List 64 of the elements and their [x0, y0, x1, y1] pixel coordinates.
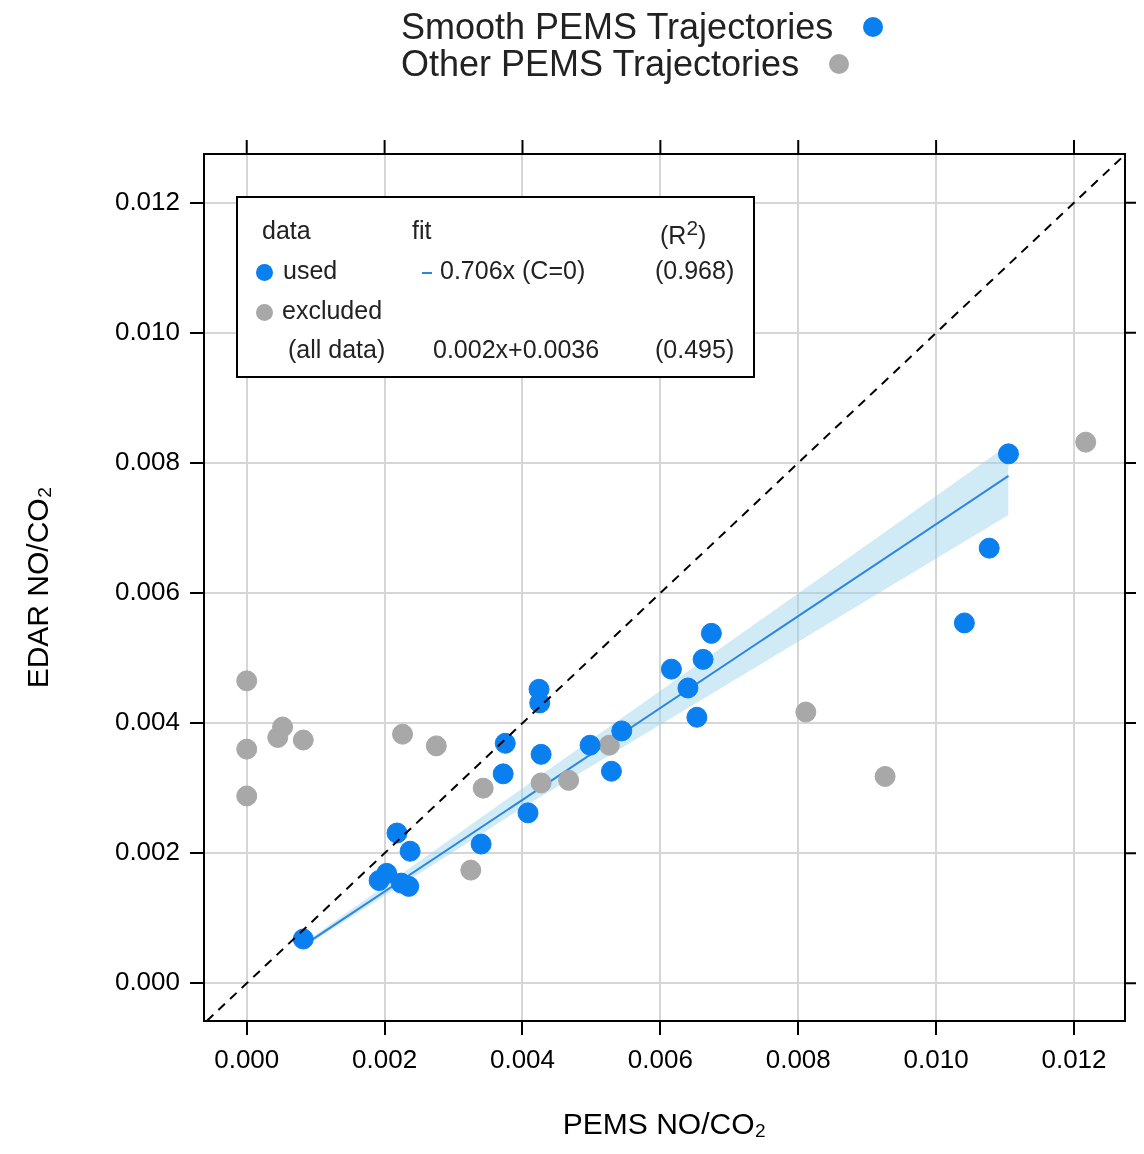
annotation: 0.002x+0.0036: [433, 335, 600, 364]
annotation: (0.495): [655, 335, 735, 364]
point: [978, 537, 1000, 559]
y-tick-label: 0.004: [114, 706, 180, 737]
point: [236, 738, 258, 760]
point: [399, 840, 421, 862]
y-tick-label: 0.006: [114, 576, 180, 607]
y-axis-title: EDAR NO/CO₂: [21, 486, 55, 689]
point: [472, 777, 494, 799]
point: [795, 701, 817, 723]
x-tick-label: 0.010: [903, 1043, 969, 1074]
y-tick-label: 0.010: [114, 316, 180, 347]
point: [517, 802, 539, 824]
point: [386, 822, 408, 844]
x-tick-label: 0.012: [1041, 1043, 1107, 1074]
point: [600, 760, 622, 782]
point: [558, 769, 580, 791]
point: [470, 833, 492, 855]
point: [692, 648, 714, 670]
point: [376, 862, 398, 884]
point: [677, 677, 699, 699]
point: [529, 692, 551, 714]
point: [1075, 431, 1097, 453]
point: [686, 706, 708, 728]
annotation: data: [262, 216, 311, 245]
x-tick-label: 0.008: [765, 1043, 831, 1074]
x-axis-title: PEMS NO/CO₂: [562, 1107, 767, 1141]
point: [398, 875, 420, 897]
y-tick-label: 0.012: [114, 185, 180, 216]
point: [598, 734, 620, 756]
point: [236, 785, 258, 807]
annotation: (0.968): [655, 256, 735, 285]
y-tick-label: 0.000: [114, 966, 180, 997]
point: [272, 716, 294, 738]
point: [492, 763, 514, 785]
point: [700, 622, 722, 644]
point: [530, 772, 552, 794]
annotation: excluded: [282, 296, 383, 325]
annotation: (all data): [288, 335, 386, 364]
point: [530, 743, 552, 765]
point: [998, 443, 1019, 465]
point: [460, 859, 482, 881]
x-tick-label: 0.004: [489, 1043, 556, 1074]
point: [292, 729, 314, 751]
x-tick-label: 0.000: [214, 1043, 280, 1074]
annotation: used: [283, 256, 338, 285]
point: [392, 723, 414, 745]
point: [579, 734, 601, 756]
y-tick-label: 0.008: [114, 446, 180, 477]
point: [494, 732, 516, 754]
annotation: 0.706x (C=0): [440, 256, 586, 285]
point: [874, 765, 896, 787]
x-tick-label: 0.002: [352, 1043, 418, 1074]
point: [660, 658, 682, 680]
point: [611, 720, 633, 742]
point: [236, 670, 258, 692]
annotation: (R$^{2}$): [660, 216, 707, 251]
legend-label: Smooth PEMS Trajectories: [401, 6, 834, 47]
point: [292, 928, 314, 950]
point: [425, 735, 447, 757]
x-tick-label: 0.006: [627, 1043, 693, 1074]
annotation: fit: [412, 216, 432, 245]
y-tick-label: 0.002: [114, 836, 180, 867]
point: [953, 612, 975, 634]
